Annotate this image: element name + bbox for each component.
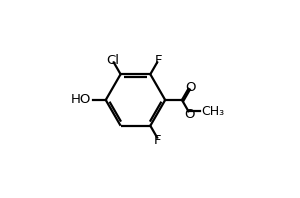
Text: O: O	[184, 108, 195, 121]
Text: HO: HO	[71, 93, 91, 107]
Text: O: O	[185, 81, 196, 94]
Text: F: F	[154, 134, 162, 147]
Text: F: F	[154, 54, 162, 67]
Text: Cl: Cl	[106, 54, 119, 67]
Text: CH₃: CH₃	[201, 105, 224, 118]
